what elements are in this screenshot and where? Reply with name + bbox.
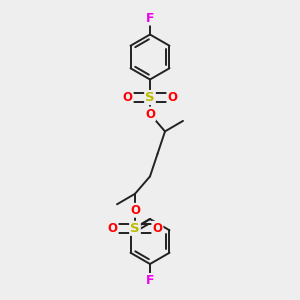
Text: S: S (130, 222, 140, 235)
Text: F: F (146, 274, 154, 287)
Text: O: O (152, 222, 163, 235)
Text: O: O (122, 91, 133, 104)
Text: O: O (167, 91, 178, 104)
Text: S: S (145, 91, 155, 104)
Text: F: F (146, 11, 154, 25)
Text: O: O (130, 204, 140, 217)
Text: O: O (107, 222, 118, 235)
Text: O: O (145, 107, 155, 121)
